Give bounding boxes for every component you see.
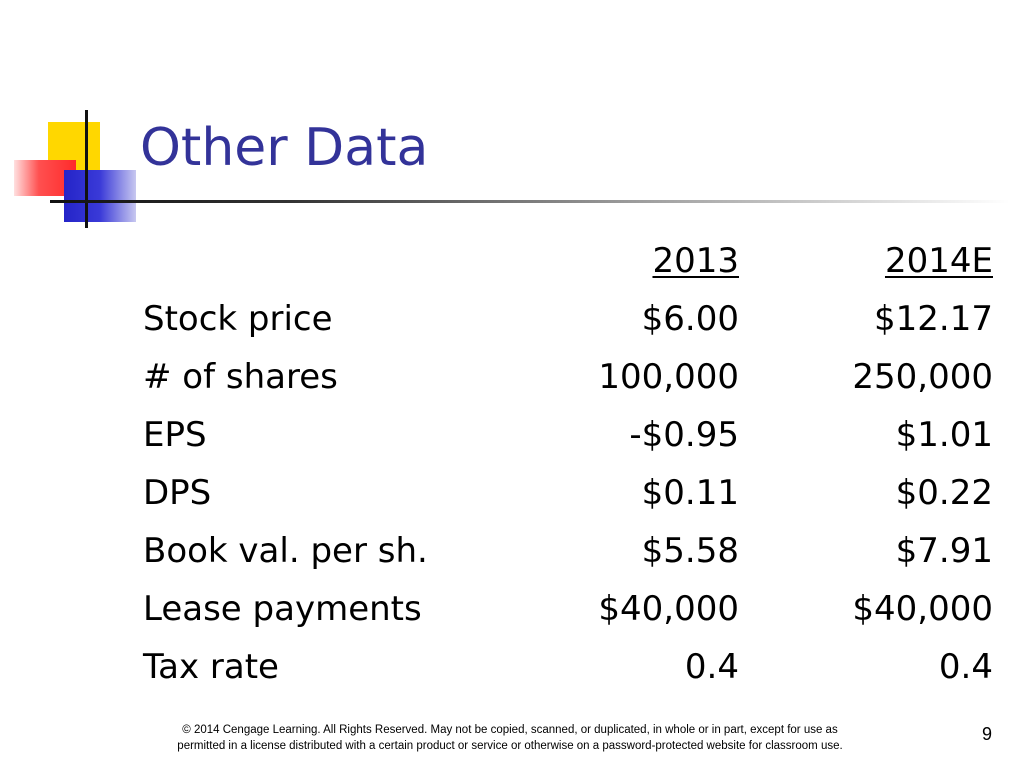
row-value-2013: $6.00 [641, 299, 739, 339]
row-label: DPS [143, 473, 212, 513]
row-value-2014e: 250,000 [852, 357, 993, 397]
copyright-line: © 2014 Cengage Learning. All Rights Rese… [182, 724, 838, 736]
row-value-2013: $0.11 [641, 473, 739, 513]
table-row: # of shares 100,000 250,000 [143, 348, 993, 406]
copyright-line: permitted in a license distributed with … [177, 740, 843, 752]
logo-blue-square [64, 170, 136, 222]
row-value-2014e: $0.22 [895, 473, 993, 513]
row-value-2013: 100,000 [598, 357, 739, 397]
logo-vertical-line [85, 110, 88, 228]
row-value-2014e: $40,000 [852, 589, 993, 629]
title-underline-rule [50, 200, 1010, 203]
table-row: DPS $0.11 $0.22 [143, 464, 993, 522]
copyright-footer: © 2014 Cengage Learning. All Rights Rese… [130, 722, 890, 754]
slide-title: Other Data [140, 118, 429, 178]
row-value-2014e: $1.01 [895, 415, 993, 455]
row-label: Tax rate [143, 647, 279, 687]
row-value-2013: $40,000 [598, 589, 739, 629]
row-value-2013: 0.4 [684, 647, 739, 687]
table-header-row: 2013 2014E [143, 232, 993, 290]
row-value-2014e: $7.91 [895, 531, 993, 571]
row-label: EPS [143, 415, 207, 455]
column-header-2013: 2013 [652, 241, 739, 281]
table-row: Lease payments $40,000 $40,000 [143, 580, 993, 638]
page-number: 9 [981, 724, 992, 744]
row-label: Book val. per sh. [143, 531, 428, 571]
row-value-2013: $5.58 [641, 531, 739, 571]
row-label: Stock price [143, 299, 333, 339]
row-label: Lease payments [143, 589, 422, 629]
table-row: Tax rate 0.4 0.4 [143, 638, 993, 696]
table-row: Stock price $6.00 $12.17 [143, 290, 993, 348]
column-header-2014e: 2014E [884, 241, 993, 281]
row-label: # of shares [143, 357, 338, 397]
table-row: EPS -$0.95 $1.01 [143, 406, 993, 464]
row-value-2013: -$0.95 [629, 415, 739, 455]
data-table: 2013 2014E Stock price $6.00 $12.17 # of… [143, 232, 993, 696]
table-row: Book val. per sh. $5.58 $7.91 [143, 522, 993, 580]
row-value-2014e: 0.4 [938, 647, 993, 687]
row-value-2014e: $12.17 [874, 299, 993, 339]
